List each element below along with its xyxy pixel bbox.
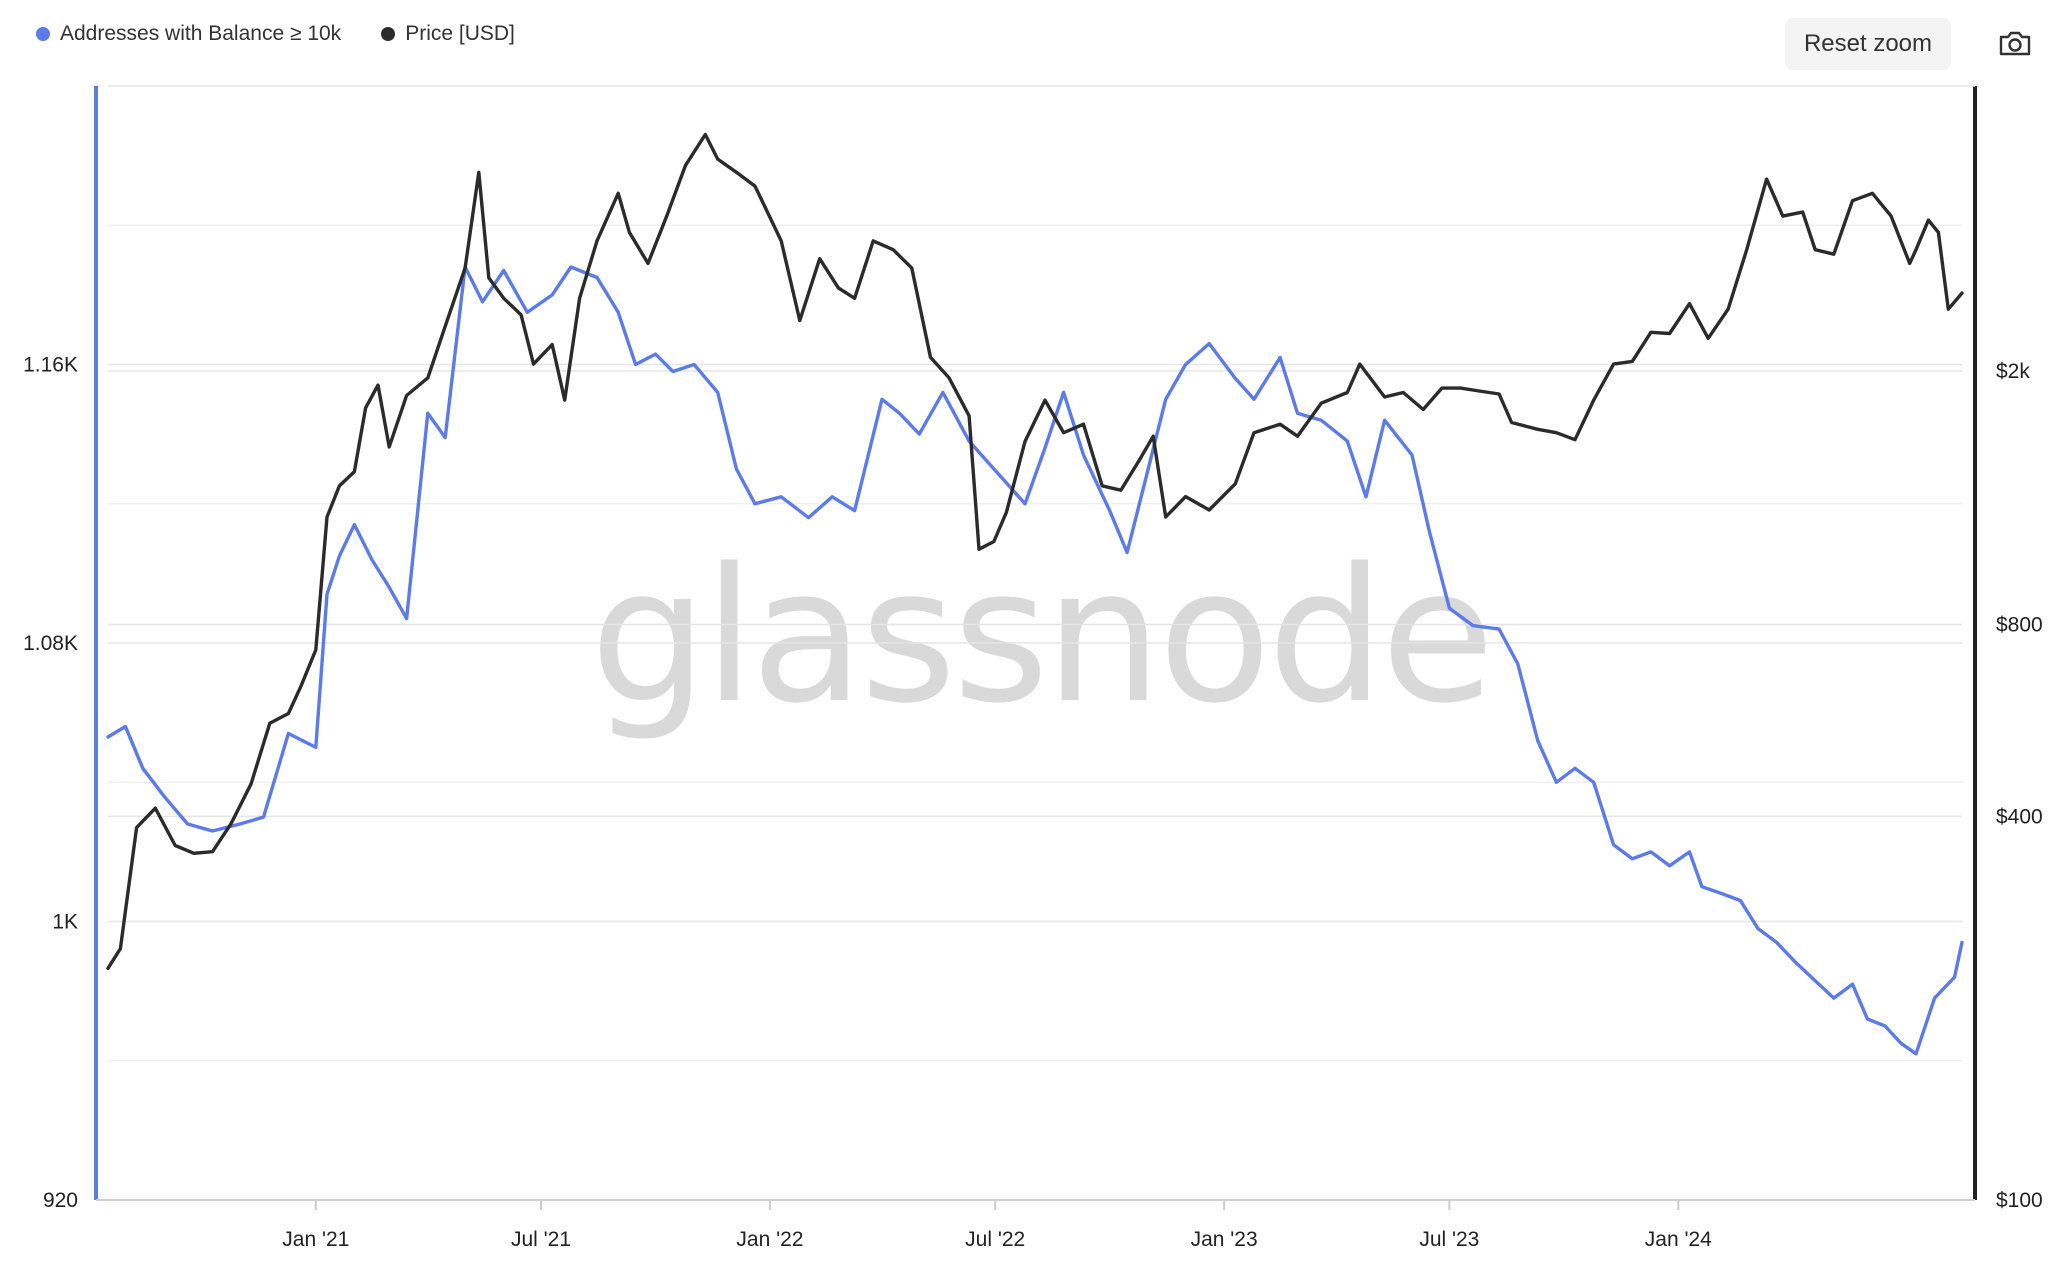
screenshot-button[interactable] [1995,26,2035,62]
y-left-tick-label: 1.08K [23,632,78,655]
x-tick-label: Jul '22 [965,1228,1025,1251]
y-right-tick-label: $100 [1996,1189,2043,1212]
camera-icon [1999,31,2031,56]
legend-item-price[interactable]: Price [USD] [381,22,515,46]
x-tick-label: Jul '21 [511,1228,571,1251]
grid-lines [108,224,1962,1201]
price-series-marker [381,27,396,41]
reset-zoom-button[interactable]: Reset zoom [1785,18,1951,70]
y-right-tick-label: $400 [1996,805,2043,828]
y-left-tick-label: 920 [43,1189,78,1212]
legend-label-addresses: Addresses with Balance ≥ 10k [60,22,342,45]
addresses-series-line [106,265,1964,1056]
chart-axes [94,85,1977,1210]
legend-item-addresses[interactable]: Addresses with Balance ≥ 10k [36,22,341,46]
axis-labels: Jan '21 Jul '21 Jan '22 Jul '22 Jan '23 Jul '… [23,354,2043,1252]
price-series-line [106,132,1964,970]
y-left-tick-label: 1.16K [23,354,78,377]
chart-legend: Addresses with Balance ≥ 10k Price [USD] [36,22,515,46]
series-lines [106,132,1964,1056]
x-tick-label: Jan '21 [282,1228,349,1251]
y-left-tick-label: 1K [52,911,78,934]
x-tick-label: Jan '23 [1191,1228,1258,1251]
y-right-tick-label: $2k [1996,360,2030,383]
x-tick-label: Jan '24 [1645,1228,1712,1251]
legend-label-price: Price [USD] [405,22,515,45]
watermark-text: glassnode [590,528,1491,744]
addresses-series-marker [36,27,50,41]
y-right-tick-label: $800 [1996,614,2043,637]
x-tick-label: Jul '23 [1419,1228,1479,1251]
x-tick-label: Jan '22 [736,1228,803,1251]
